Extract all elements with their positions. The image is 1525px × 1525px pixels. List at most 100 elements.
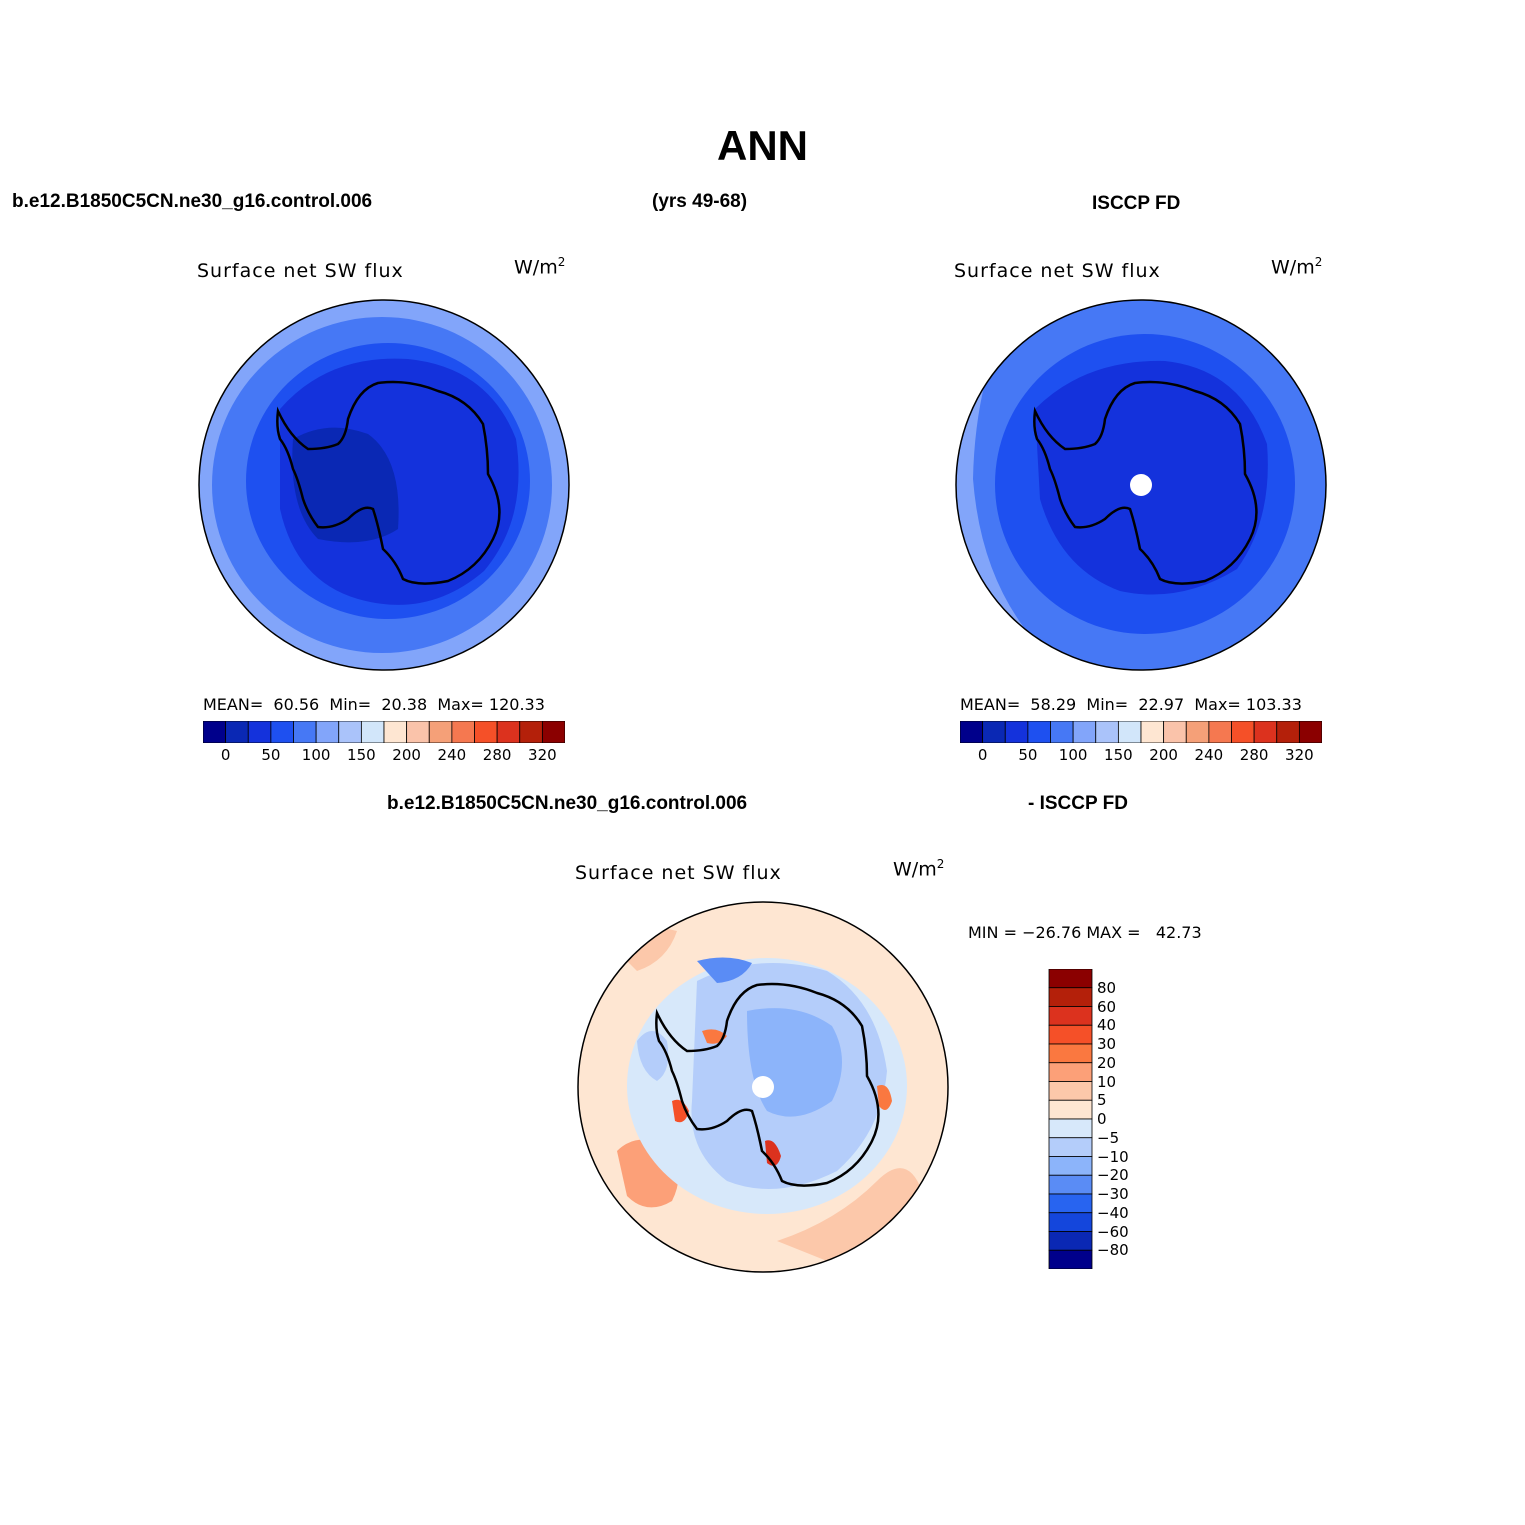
colorbar-swatch xyxy=(1048,1024,1093,1045)
colorbar-swatch xyxy=(1004,721,1029,743)
colorbar-swatch xyxy=(1253,721,1278,743)
colorbar-tick-label: 320 xyxy=(1285,746,1314,764)
colorbar-swatch xyxy=(225,721,249,743)
colorbar-tick-label: 5 xyxy=(1097,1091,1107,1110)
colorbar-swatch xyxy=(1048,987,1093,1007)
colorbar-tick-label: −40 xyxy=(1097,1203,1129,1222)
colorbar-swatch xyxy=(1298,721,1322,743)
colorbar-swatch xyxy=(1185,721,1210,743)
colorbar-swatch xyxy=(1208,721,1232,743)
colorbar-swatch xyxy=(1048,1193,1093,1214)
colorbar-swatch xyxy=(1048,1249,1093,1269)
colorbar-swatch xyxy=(496,721,521,743)
colorbar-tick-label: 50 xyxy=(1018,746,1038,764)
colorbar-swatch xyxy=(360,721,385,743)
colorbar-swatch xyxy=(1117,721,1142,743)
colorbar-swatch xyxy=(1027,721,1051,743)
panel-model-colorbar xyxy=(203,721,565,743)
colorbar-tick-label: 50 xyxy=(261,746,281,764)
colorbar-swatch xyxy=(519,721,543,743)
colorbar-tick-label: 0 xyxy=(1097,1110,1107,1128)
main-title: ANN xyxy=(717,122,808,169)
colorbar-tick-label: −60 xyxy=(1097,1222,1129,1241)
colorbar-tick-label: −5 xyxy=(1097,1128,1120,1147)
colorbar-swatch xyxy=(1140,721,1165,743)
panel-diff-colorbar-ticks: 80 60 40 30 20 10 5 0 −5 −10 −20 −30 −40 −60 −80 xyxy=(1097,969,1157,1269)
colorbar-swatch xyxy=(1048,1137,1093,1157)
colorbar-tick-label: 150 xyxy=(347,746,376,764)
colorbar-swatch xyxy=(1163,721,1187,743)
panel-obs-stats: MEAN= 58.29 Min= 22.97 Max= 103.33 xyxy=(960,695,1302,714)
colorbar-tick-label: 0 xyxy=(220,746,231,764)
colorbar-tick-label: 200 xyxy=(1149,746,1178,764)
panel-model-title: Surface net SW flux xyxy=(197,260,404,282)
colorbar-tick-label: 60 xyxy=(1097,997,1117,1016)
colorbar-swatch xyxy=(541,721,565,743)
colorbar-swatch xyxy=(1048,1174,1093,1195)
panel-diff-title: Surface net SW flux xyxy=(575,862,782,884)
pole-marker xyxy=(752,1076,774,1098)
panel-obs-unit: W/m2 xyxy=(1271,255,1323,279)
colorbar-tick-label: −20 xyxy=(1097,1166,1129,1185)
panel-model-map xyxy=(198,299,570,671)
colorbar-tick-label: 80 xyxy=(1097,978,1117,997)
colorbar-swatch xyxy=(1072,721,1097,743)
colorbar-swatch xyxy=(1231,721,1255,743)
colorbar-swatch xyxy=(247,721,272,743)
colorbar-swatch xyxy=(338,721,362,743)
colorbar-tick-label: 100 xyxy=(301,746,331,764)
panel-model-colorbar-ticks: 0 50 100 150 200 240 280 320 xyxy=(203,746,565,766)
colorbar-tick-label: 240 xyxy=(437,746,467,764)
colorbar-tick-label: 40 xyxy=(1097,1016,1117,1035)
colorbar-tick-label: 280 xyxy=(482,746,512,764)
panel-obs-title: Surface net SW flux xyxy=(954,260,1161,282)
colorbar-swatch xyxy=(1048,1231,1093,1251)
panel-diff-colorbar xyxy=(1048,969,1093,1269)
colorbar-swatch xyxy=(1050,721,1074,743)
panel-model-stats: MEAN= 60.56 Min= 20.38 Max= 120.33 xyxy=(203,695,545,714)
colorbar-swatch xyxy=(428,721,453,743)
colorbar-tick-label: 320 xyxy=(528,746,557,764)
colorbar-swatch xyxy=(270,721,294,743)
colorbar-swatch xyxy=(383,721,408,743)
colorbar-swatch xyxy=(1048,1062,1093,1082)
diff-obs-header: - ISCCP FD xyxy=(1028,793,1128,814)
colorbar-swatch xyxy=(451,721,475,743)
colorbar-tick-label: 30 xyxy=(1097,1035,1117,1053)
colorbar-tick-label: 100 xyxy=(1058,746,1088,764)
colorbar-swatch xyxy=(203,721,227,743)
colorbar-swatch xyxy=(1048,969,1093,989)
colorbar-tick-label: −80 xyxy=(1097,1241,1129,1260)
colorbar-swatch xyxy=(1048,1212,1093,1232)
panel-diff-map xyxy=(577,901,949,1273)
colorbar-tick-label: 10 xyxy=(1097,1072,1117,1091)
panel-obs-colorbar-ticks: 0 50 100 150 200 240 280 320 xyxy=(960,746,1322,766)
diff-case-header: b.e12.B1850C5CN.ne30_g16.control.006 xyxy=(387,793,748,814)
pole-marker xyxy=(1130,474,1152,496)
obs-name-header: ISCCP FD xyxy=(1092,193,1181,214)
panel-diff-unit: W/m2 xyxy=(893,857,945,881)
colorbar-swatch xyxy=(315,721,340,743)
colorbar-tick-label: −30 xyxy=(1097,1185,1129,1203)
colorbar-swatch xyxy=(293,721,317,743)
colorbar-swatch xyxy=(474,721,498,743)
colorbar-swatch xyxy=(406,721,430,743)
case-name-header: b.e12.B1850C5CN.ne30_g16.control.006 xyxy=(12,191,373,212)
colorbar-tick-label: 240 xyxy=(1194,746,1224,764)
colorbar-tick-label: 280 xyxy=(1239,746,1269,764)
colorbar-swatch xyxy=(1048,1099,1093,1120)
panel-diff-stats: MIN = −26.76 MAX = 42.73 xyxy=(968,923,1202,942)
colorbar-tick-label: −10 xyxy=(1097,1147,1129,1166)
colorbar-tick-label: 150 xyxy=(1104,746,1133,764)
colorbar-tick-label: 200 xyxy=(392,746,421,764)
colorbar-tick-label: 20 xyxy=(1097,1053,1117,1072)
colorbar-swatch xyxy=(960,721,984,743)
panel-model-unit: W/m2 xyxy=(514,255,566,279)
colorbar-swatch xyxy=(1095,721,1119,743)
colorbar-swatch xyxy=(1048,1043,1093,1064)
years-header: (yrs 49-68) xyxy=(652,191,748,212)
colorbar-swatch xyxy=(982,721,1006,743)
colorbar-swatch xyxy=(1048,1156,1093,1176)
colorbar-swatch xyxy=(1276,721,1300,743)
colorbar-tick-label: 0 xyxy=(977,746,988,764)
